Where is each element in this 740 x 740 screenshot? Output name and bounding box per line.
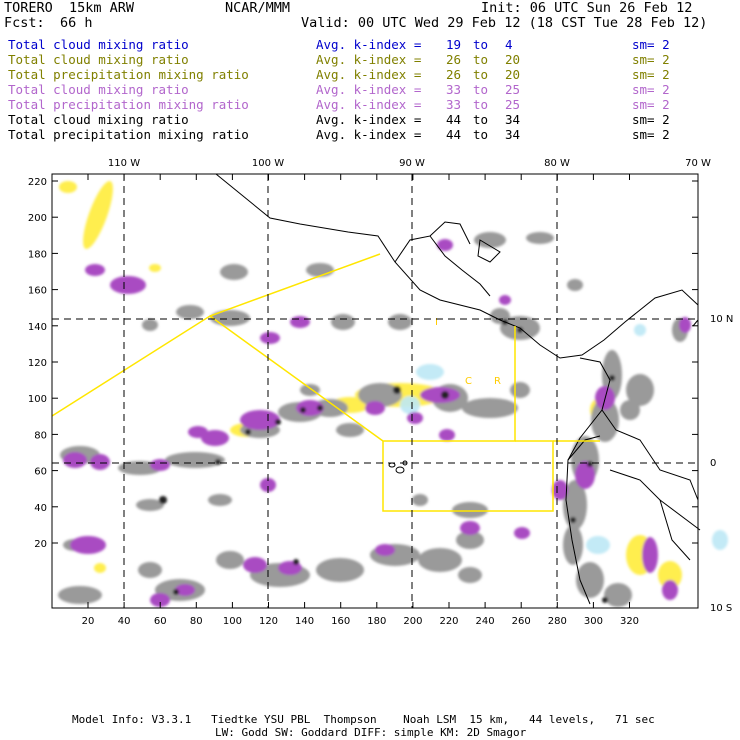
x-tick-label: 320 — [620, 616, 639, 627]
legend-avg-label: Avg. k-index = — [316, 127, 422, 142]
legend-avg-label: Avg. k-index = — [316, 112, 422, 127]
x-tick-label: 40 — [118, 616, 131, 627]
legend-smoothing: sm= 2 — [632, 112, 670, 127]
y-tick-label: 200 — [28, 213, 47, 224]
legend-k-start: 44 — [446, 127, 462, 142]
lat-lon-grid — [52, 174, 698, 608]
x-tick-label: 240 — [476, 616, 495, 627]
box-label-c: C — [465, 376, 472, 387]
latitude-label: 0 — [710, 458, 716, 469]
legend-smoothing: sm= 2 — [632, 37, 670, 52]
legend-k-end: 4 — [505, 37, 513, 52]
organization: NCAR/MMM — [225, 0, 291, 16]
legend-smoothing: sm= 2 — [632, 97, 670, 112]
y-tick-label: 120 — [28, 358, 47, 369]
y-tick-label: 140 — [28, 322, 47, 333]
legend-avg-label: Avg. k-index = — [316, 82, 422, 97]
domain-boxes — [51, 253, 600, 512]
legend-field-name: Total precipitation mixing ratio — [8, 127, 249, 142]
longitude-label: 100 W — [252, 158, 284, 169]
legend-k-end: 25 — [505, 97, 521, 112]
longitude-label: 90 W — [399, 158, 425, 169]
y-tick-label: 60 — [34, 467, 47, 478]
y-tick-label: 100 — [28, 394, 47, 405]
legend-smoothing: sm= 2 — [632, 67, 670, 82]
footer-model-info: Model Info: V3.3.1 Tiedtke YSU PBL Thomp… — [72, 713, 655, 726]
legend-field-name: Total precipitation mixing ratio — [8, 97, 249, 112]
x-tick-label: 260 — [512, 616, 531, 627]
legend-to: to — [473, 37, 489, 52]
y-tick-label: 160 — [28, 286, 47, 297]
x-tick-label: 280 — [548, 616, 567, 627]
x-tick-label: 200 — [403, 616, 422, 627]
x-tick-label: 180 — [367, 616, 386, 627]
x-tick-label: 120 — [259, 616, 278, 627]
legend-k-start: 33 — [446, 82, 462, 97]
longitude-label: 70 W — [685, 158, 711, 169]
legend-to: to — [473, 112, 489, 127]
x-tick-label: 60 — [154, 616, 167, 627]
legend-k-end: 34 — [505, 127, 521, 142]
x-tick-label: 300 — [584, 616, 603, 627]
legend-avg-label: Avg. k-index = — [316, 67, 422, 82]
legend-avg-label: Avg. k-index = — [316, 37, 422, 52]
x-tick-label: 80 — [190, 616, 203, 627]
legend-k-end: 34 — [505, 112, 521, 127]
x-tick-label: 100 — [223, 616, 242, 627]
legend-field-name: Total cloud mixing ratio — [8, 52, 189, 67]
legend-to: to — [473, 52, 489, 67]
legend-smoothing: sm= 2 — [632, 52, 670, 67]
legend-field-name: Total precipitation mixing ratio — [8, 67, 249, 82]
x-tick-label: 140 — [295, 616, 314, 627]
cloud-field-layer — [58, 181, 728, 607]
forecast-hour: 66 h — [60, 15, 93, 31]
legend-k-start: 19 — [446, 37, 462, 52]
legend-k-start: 26 — [446, 67, 462, 82]
coastlines — [215, 173, 701, 605]
legend-k-end: 20 — [505, 52, 521, 67]
model-name: TORERO 15km ARW — [4, 0, 135, 16]
y-tick-label: 40 — [34, 503, 47, 514]
legend-to: to — [473, 82, 489, 97]
legend-to: to — [473, 67, 489, 82]
legend-avg-label: Avg. k-index = — [316, 97, 422, 112]
legend-k-start: 33 — [446, 97, 462, 112]
legend-to: to — [473, 97, 489, 112]
footer-physics-info: LW: Godd SW: Goddard DIFF: simple KM: 2D… — [215, 726, 527, 739]
x-tick-label: 160 — [331, 616, 350, 627]
init-time: Init: 06 UTC Sun 26 Feb 12 — [481, 0, 693, 16]
box-label-i: I — [435, 317, 438, 328]
legend-field-name: Total cloud mixing ratio — [8, 82, 189, 97]
x-tick-label: 220 — [439, 616, 458, 627]
y-tick-label: 220 — [28, 177, 47, 188]
latitude-label: 10 N — [710, 314, 733, 325]
legend-k-end: 20 — [505, 67, 521, 82]
legend-to: to — [473, 127, 489, 142]
longitude-label: 110 W — [108, 158, 140, 169]
latitude-label: 10 S — [710, 603, 732, 614]
forecast-label: Fcst: — [4, 15, 45, 31]
legend-field-name: Total cloud mixing ratio — [8, 37, 189, 52]
x-tick-label: 20 — [82, 616, 95, 627]
legend-smoothing: sm= 2 — [632, 127, 670, 142]
valid-time: Valid: 00 UTC Wed 29 Feb 12 (18 CST Tue … — [301, 15, 708, 31]
legend-avg-label: Avg. k-index = — [316, 52, 422, 67]
legend-field-name: Total cloud mixing ratio — [8, 112, 189, 127]
longitude-label: 80 W — [544, 158, 570, 169]
legend-k-start: 44 — [446, 112, 462, 127]
legend-k-start: 26 — [446, 52, 462, 67]
box-label-r: R — [494, 376, 501, 387]
map-frame — [51, 173, 699, 609]
y-tick-label: 180 — [28, 249, 47, 260]
y-tick-label: 20 — [34, 539, 47, 550]
y-tick-label: 80 — [34, 430, 47, 441]
legend-smoothing: sm= 2 — [632, 82, 670, 97]
legend-k-end: 25 — [505, 82, 521, 97]
